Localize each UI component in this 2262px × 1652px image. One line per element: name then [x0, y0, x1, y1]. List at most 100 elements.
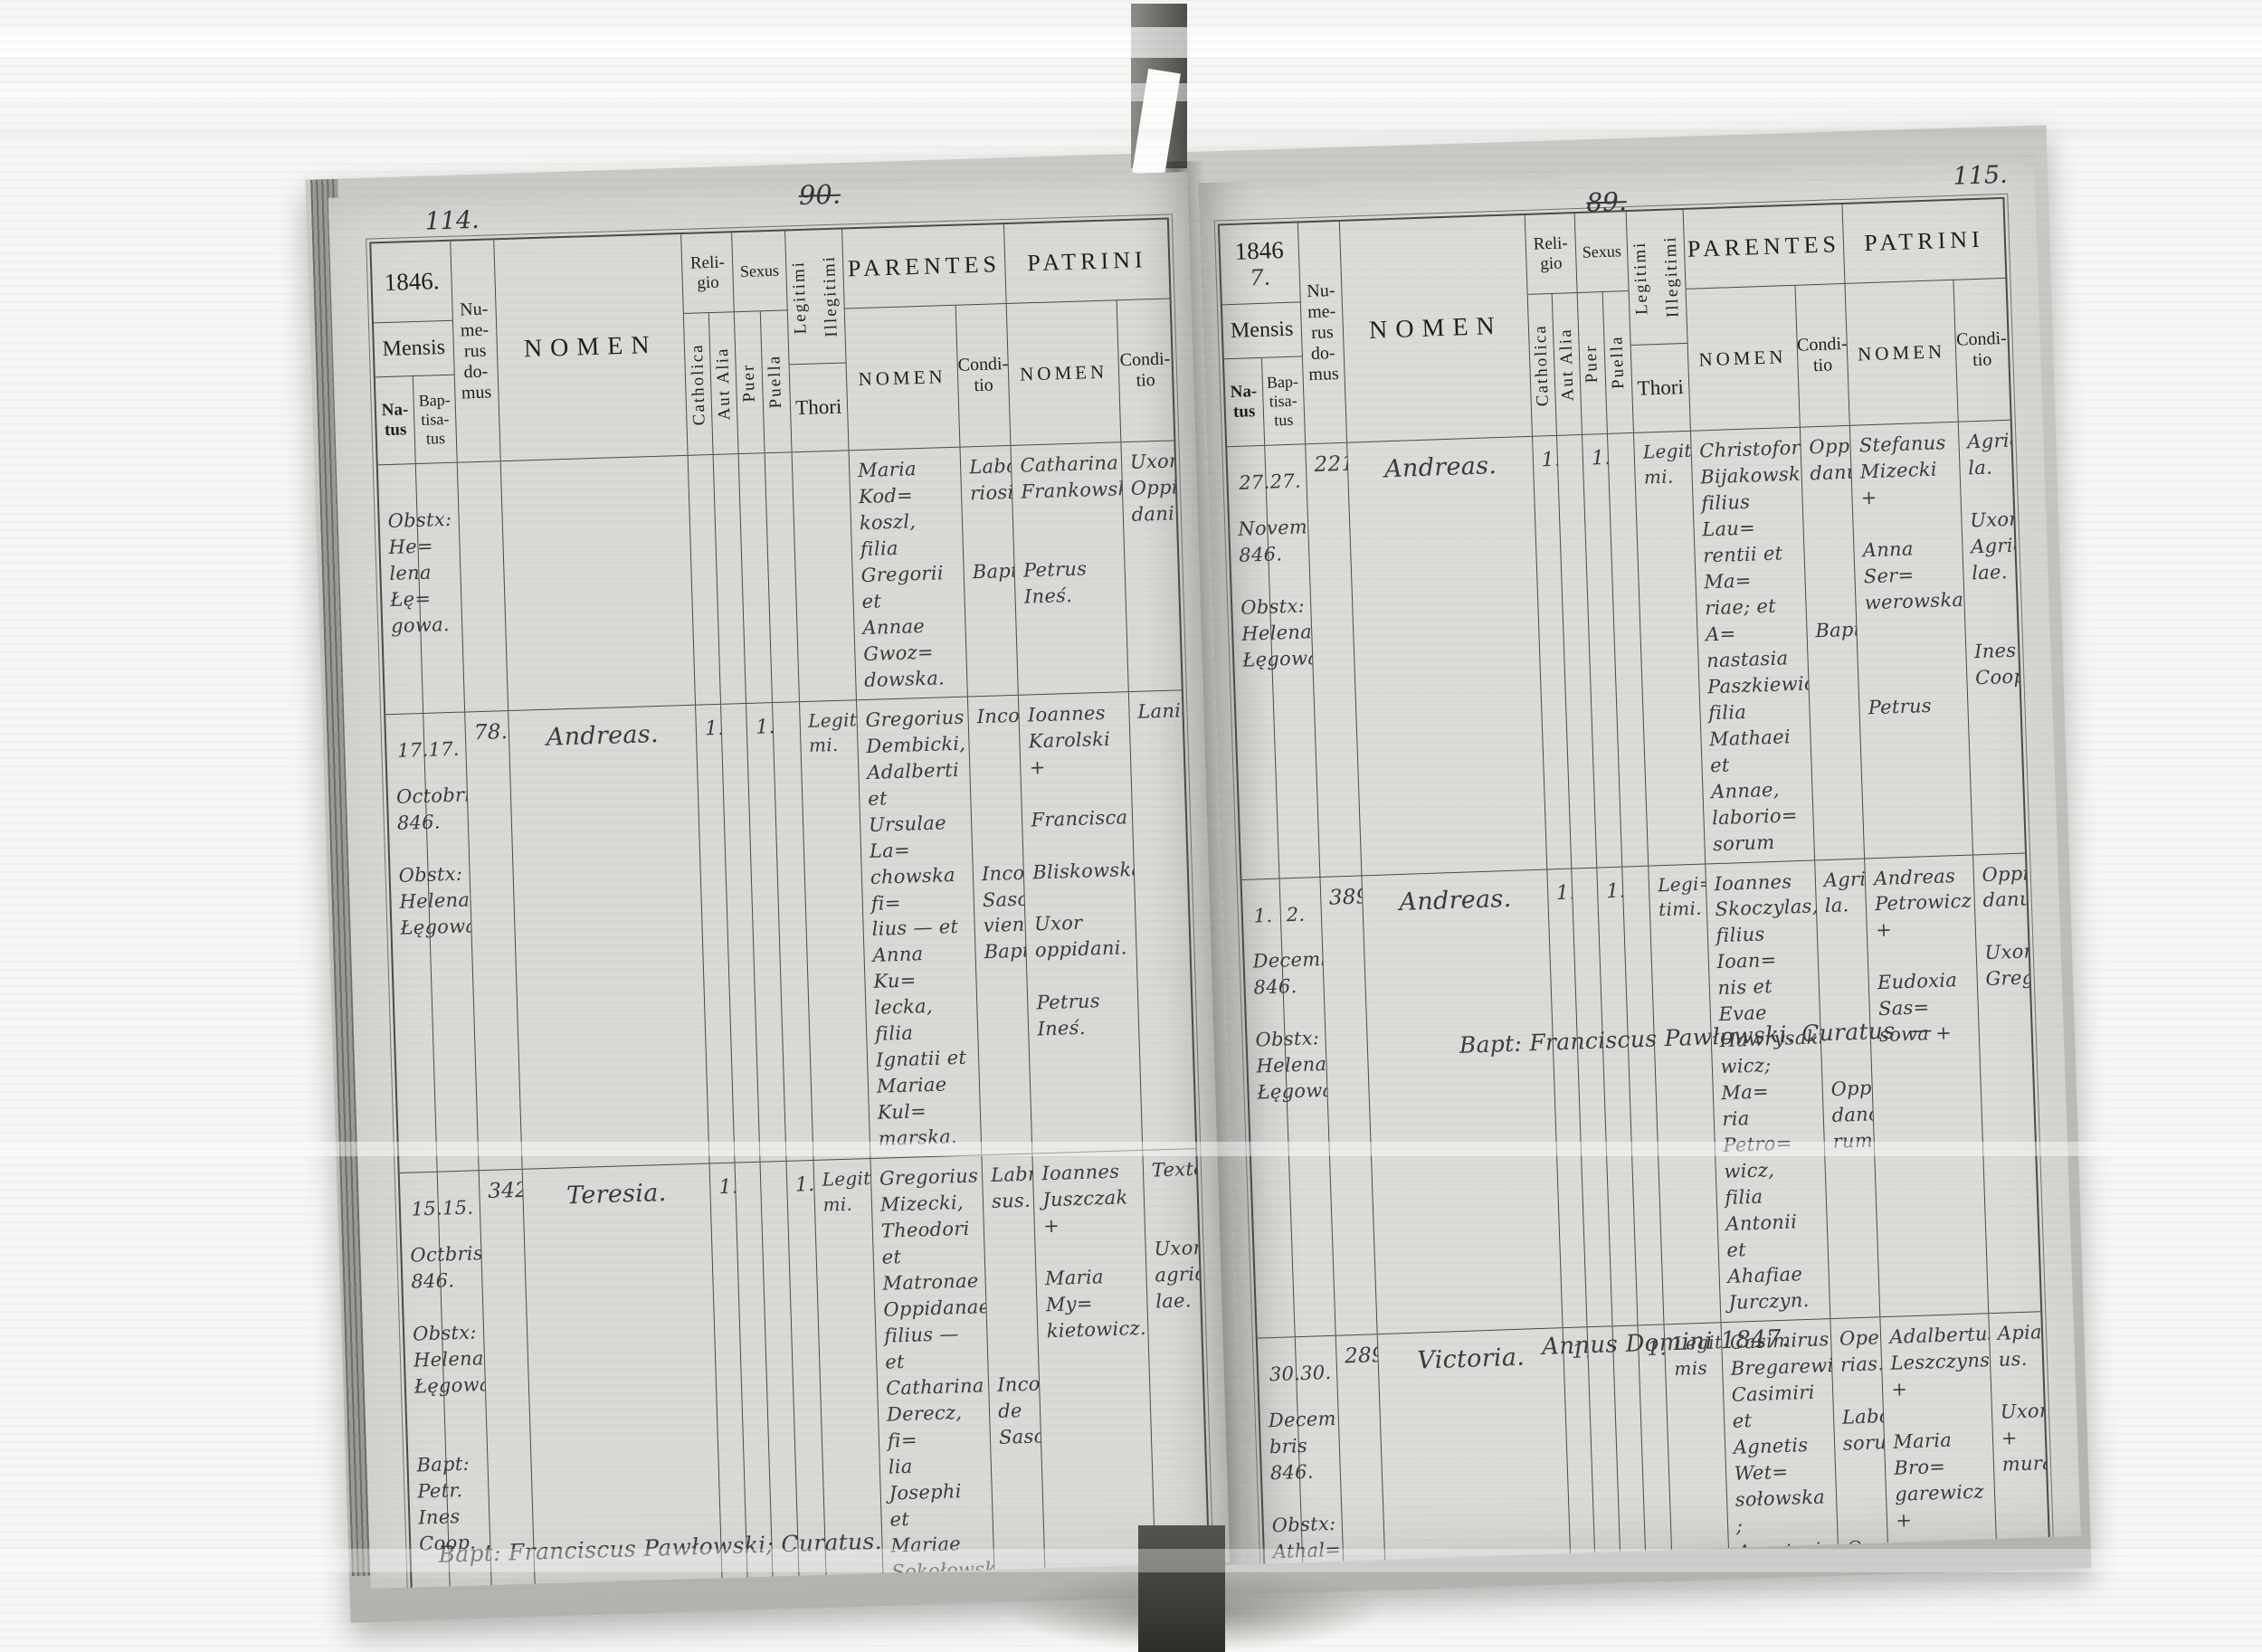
parentes-nomen-value: Gregorius Dembicki, Adalberti et Ursulae…: [856, 697, 983, 1159]
child-name-value: Andreas.: [508, 705, 710, 1170]
parentes-nomen-value: Maria Kod= koszl, filia Gregorii et Anna…: [849, 447, 968, 700]
baptisatus-value: 27.: [1269, 470, 1302, 493]
month-and-midwife-note: Obstx: He= lena Łę= gowa.: [387, 508, 452, 637]
col-header-numerus-domus: Nu- me- rus do- mus: [1297, 221, 1348, 444]
aut-alia-label: Aut Alia: [1555, 327, 1578, 402]
legitimacy-value: [792, 451, 857, 701]
table-header: 1846. Mensis Na- tus Bap- tisa- tus Nu- …: [371, 219, 1174, 465]
col-header-religio: Reli- gio: [1525, 214, 1578, 295]
col-header-natus: Na- tus: [375, 376, 416, 465]
puella-label: Puella: [765, 354, 786, 409]
table-body: Obstx: He= lena Łę= gowa. Maria Kod= kos…: [377, 440, 1221, 1590]
patrini-nomen-value: Stefanus Mizecki + Anna Ser= werowska Pe…: [1850, 422, 1973, 859]
col-header-religio: Reli- gio: [681, 233, 736, 314]
cell-date-and-month: Obstx: He= lena Łę= gowa.: [377, 462, 466, 714]
col-header-patrini: PATRINI: [1842, 198, 2006, 284]
year-header: 1846 7.: [1219, 223, 1301, 306]
page-number: 114.: [424, 205, 480, 236]
col-header-parentes-conditio: Condi- tio: [955, 304, 1012, 447]
cell-date-and-month: 17. 17. Octobris 846. Obstx: Helena Łęgo…: [385, 712, 480, 1173]
col-header-patrini: PATRINI: [1004, 219, 1170, 305]
baptisatus-value: 15.: [442, 1196, 474, 1220]
col-header-nomen: NOMEN: [493, 233, 689, 461]
register-table: 1846. Mensis Na- tus Bap- tisa- tus Nu- …: [365, 214, 1227, 1590]
puella-label: Puella: [1607, 335, 1629, 390]
col-header-numerus-domus: Nu- me- rus do- mus: [451, 240, 501, 462]
patrini-nomen-value: Catharina Frankowska Petrus Ineś.: [1011, 442, 1129, 695]
puer-label: Puer: [1582, 343, 1602, 384]
natus-value: 17.: [396, 738, 429, 762]
col-header-parentes-nomen: NOMEN: [1686, 285, 1801, 431]
cell-date-and-month: 30. 30. Decem= bris 846. Obstx: Athal= f…: [1257, 1335, 1350, 1565]
patrini-conditio-value: Uxor Oppi= dani.: [1129, 450, 1182, 526]
col-header-baptisatus: Bap- tisa- tus: [1261, 356, 1306, 445]
date-values: 27. 27.: [1236, 469, 1302, 500]
natus-value: 1.: [1253, 904, 1273, 927]
col-header-legitimi-illegitimi: Legitimi Illegitimi: [784, 229, 847, 366]
col-header-patrini-conditio: Condi- tio: [1955, 328, 2008, 371]
col-header-thori: Thori: [1630, 343, 1691, 432]
parentes-nomen-value: Ioannes Skoczylas, filius Ioan= nis et E…: [1705, 859, 1831, 1323]
parentes-nomen-value: Christoforus Bijakowski, filius Lau= ren…: [1690, 427, 1815, 864]
col-header-legitimi-illegitimi: Legitimi Illegitimi: [1626, 209, 1688, 346]
col-header-patrini-nomen: NOMEN: [1007, 300, 1122, 445]
col-header-natus: Na- tus: [1223, 357, 1265, 447]
catholica-label: Catholica: [687, 342, 709, 426]
col-header-baptisatus: Bap- tisa- tus: [413, 375, 458, 464]
date-values: 30. 30.: [1267, 1360, 1332, 1391]
natus-value: 27.: [1238, 470, 1270, 494]
year-label: 1846.: [384, 267, 440, 297]
col-header-thori: Thori: [789, 363, 850, 452]
patrini-nomen-value: Ioannes Karolski + Francisca Bliskowska …: [1019, 691, 1144, 1154]
aut-alia-label: Aut Alia: [712, 346, 735, 421]
register-row: 17. 17. Octobris 846. Obstx: Helena Łęgo…: [385, 689, 1196, 1173]
cell-date-and-month: 15. 15. Octbris 846. Obstx: Helena Łęgow…: [399, 1171, 493, 1590]
year-annotation: 7.: [1249, 264, 1271, 291]
col-header-patrini-conditio: Condi- tio: [1119, 348, 1171, 391]
baptisatus-value: 2.: [1286, 903, 1306, 926]
col-header-sexus: Sexus: [732, 231, 788, 313]
month-and-midwife-note: Octbris 846. Obstx: Helena Łęgowa. Bapt:…: [410, 1242, 493, 1555]
baptisatus-value: 30.: [1299, 1361, 1332, 1385]
year-header: 1846.: [371, 241, 453, 324]
natus-value: 30.: [1269, 1362, 1301, 1386]
col-header-parentes-nomen: NOMEN: [844, 305, 961, 451]
house-number-value: [457, 461, 508, 712]
crossed-page-number: 89.: [1585, 186, 1628, 218]
page-number: 115.: [1952, 160, 2009, 191]
spine-shadow-bottom: [1138, 1525, 1225, 1652]
crossed-page-number: 90.: [798, 178, 841, 211]
child-name-value: [500, 455, 697, 710]
register-row: 27. 27. Novemb. 846. Obstx: Helena Łęgow…: [1227, 419, 2025, 879]
col-header-parentes: PARENTES: [1683, 204, 1846, 290]
month-and-midwife-note: Decemb 846. Obstx: Helena Łęgowa.: [1252, 948, 1336, 1104]
date-values: [387, 487, 450, 492]
table-body: 27. 27. Novemb. 846. Obstx: Helena Łęgow…: [1227, 419, 2063, 1565]
register-row: 1. 2. Decemb 846. Obstx: Helena Łęgowa. …: [1241, 852, 2041, 1338]
patrini-conditio-value: Apian= us. Uxor + murarii.: [1997, 1320, 2055, 1476]
col-header-parentes-conditio: Condi- tio: [1795, 283, 1851, 427]
col-header-sexus: Sexus: [1574, 212, 1630, 293]
puer-label: Puer: [738, 363, 759, 403]
register-page-right: 89. 115. 1846 7. Mensis Na- tus Bap- tis…: [1198, 154, 2081, 1565]
date-values: 17. 17.: [394, 736, 461, 768]
patrini-nomen-value: Andreas Petrowicz + Eudoxia Sas= sowa +: [1865, 854, 1990, 1317]
natus-value: 15.: [411, 1197, 443, 1220]
register-page-left: 114. 90. 1846. Mensis Na- tus Bap- tisa-…: [328, 171, 1231, 1590]
year-label: 1846: [1234, 236, 1285, 265]
col-header-puella: Puella: [760, 310, 793, 453]
baptisatus-value: 17.: [428, 737, 461, 761]
month-and-midwife-note: Octobris 846. Obstx: Helena Łęgowa.: [395, 783, 480, 939]
cell-date-and-month: 27. 27. Novemb. 846. Obstx: Helena Łęgow…: [1227, 444, 1321, 879]
month-and-midwife-note: Novemb. 846. Obstx: Helena Łęgowa.: [1237, 515, 1321, 671]
legitimi-label: Legitimi: [1630, 241, 1652, 316]
col-header-mensis: Mensis: [373, 320, 455, 378]
child-name-value: Andreas.: [1362, 869, 1563, 1334]
illegitimi-label: Illegitimi: [819, 254, 841, 338]
table-header: 1846 7. Mensis Na- tus Bap- tisa- tus Nu…: [1219, 198, 2010, 447]
illegitimi-label: Illegitimi: [1660, 235, 1683, 318]
catholica-label: Catholica: [1530, 323, 1553, 407]
col-header-nomen: NOMEN: [1340, 214, 1533, 442]
register-row: Obstx: He= lena Łę= gowa. Maria Kod= kos…: [377, 440, 1182, 714]
col-header-parentes: PARENTES: [841, 224, 1008, 309]
